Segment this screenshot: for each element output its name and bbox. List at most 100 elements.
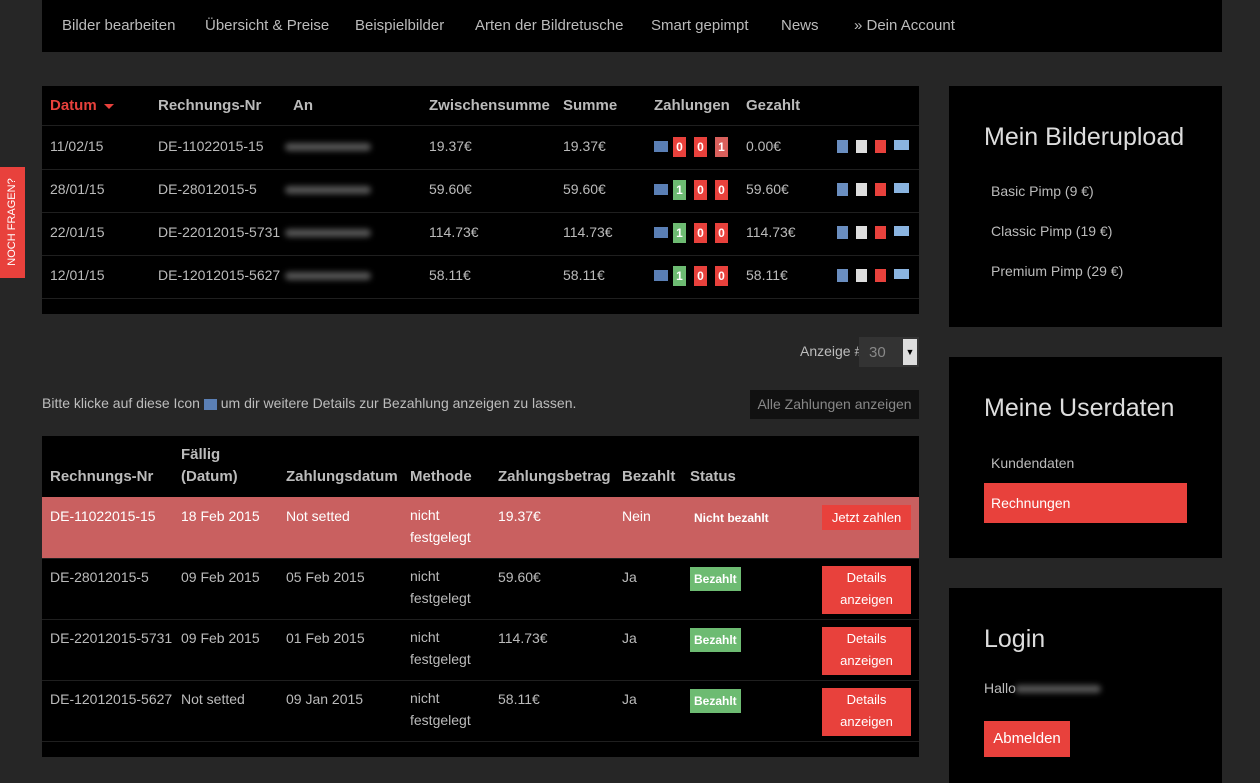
nav-link[interactable]: Bilder bearbeiten	[62, 17, 176, 34]
details-label[interactable]: Details anzeigen	[840, 631, 893, 668]
invoice-number: DE-22012015-5731	[50, 630, 173, 646]
sidebar-link[interactable]: Kundendaten	[991, 455, 1075, 471]
status: Nicht bezahlt	[694, 511, 769, 525]
column-header: Zahlungsbetrag	[498, 468, 611, 485]
document-icon[interactable]	[856, 269, 867, 282]
column-header[interactable]: Datum	[50, 97, 97, 114]
payment-count: 0	[694, 137, 707, 157]
payments-table: Rechnungs-Nr Fällig (Datum) Zahlungsdatum M…	[42, 436, 919, 757]
payment-count: 1	[673, 180, 686, 200]
side-tab[interactable]: NOCH FRAGEN?	[0, 167, 25, 278]
details-label[interactable]: Details anzeigen	[840, 692, 893, 729]
document-icon[interactable]	[856, 226, 867, 239]
nav-link[interactable]: Übersicht & Preise	[205, 17, 330, 34]
sidebar-link[interactable]: Rechnungen	[991, 495, 1071, 511]
select-arrow[interactable]: ▼	[903, 339, 917, 365]
column-header: Zahlungsdatum	[286, 468, 398, 485]
mail-icon[interactable]	[894, 140, 909, 150]
column-header: Rechnungs-Nr	[158, 97, 262, 114]
pdf-icon[interactable]	[875, 226, 886, 239]
paid: 59.60€	[746, 181, 789, 197]
view-icon[interactable]	[837, 183, 848, 196]
status: Bezahlt	[690, 628, 741, 652]
column-header: Zwischensumme	[429, 97, 550, 114]
redacted-recipient	[285, 186, 371, 194]
payment-count: 0	[673, 137, 686, 157]
total: 58.11€	[563, 267, 605, 283]
nav-link[interactable]: Beispielbilder	[355, 17, 445, 34]
status: Bezahlt	[690, 689, 741, 713]
column-header: Status	[690, 468, 736, 485]
paid: 114.73€	[746, 224, 796, 240]
logout-button[interactable]: Abmelden	[984, 721, 1070, 757]
invoice-number: DE-11022015-15	[50, 508, 156, 524]
hint-text: um dir weitere Details zur Bezahlung anz…	[220, 395, 577, 411]
column-header: Rechnungs-Nr	[50, 468, 154, 485]
sidebar-link[interactable]: Premium Pimp (29 €)	[991, 263, 1124, 279]
method: nicht festgelegt	[410, 507, 471, 545]
row-divider	[42, 255, 919, 256]
redacted-recipient	[285, 229, 371, 237]
login-panel: Login Hallo Abmelden	[949, 588, 1222, 783]
view-icon[interactable]	[837, 226, 848, 239]
view-icon[interactable]	[837, 140, 848, 153]
due-date: 09 Feb 2015	[181, 569, 260, 585]
redacted-recipient	[285, 143, 371, 151]
pay-label[interactable]: Jetzt zahlen	[831, 510, 902, 525]
payment-count: 0	[715, 266, 728, 286]
calendar-icon	[203, 398, 217, 410]
payment-count: 0	[694, 223, 707, 243]
details-button[interactable]: Details anzeigen	[822, 566, 911, 614]
payment-date: 01 Feb 2015	[286, 630, 365, 646]
column-header: Fällig (Datum)	[181, 446, 238, 485]
calendar-icon[interactable]	[654, 141, 668, 152]
pdf-icon[interactable]	[875, 183, 886, 196]
redacted-name	[1015, 685, 1101, 693]
payment-row: DE-12012015-5627 Not setted 09 Jan 2015 nic…	[42, 680, 919, 741]
invoice-table: Datum Rechnungs-Nr An Zwischensumme Summe Zah…	[42, 86, 919, 314]
column-header: Gezahlt	[746, 97, 801, 114]
calendar-icon[interactable]	[654, 270, 668, 281]
mail-icon[interactable]	[894, 269, 909, 279]
paid: Nein	[622, 508, 651, 524]
sidebar-link[interactable]: Basic Pimp (9 €)	[991, 183, 1094, 199]
pdf-icon[interactable]	[875, 269, 886, 282]
date: 11/02/15	[50, 138, 104, 154]
invoice-number: DE-22012015-5731	[158, 224, 281, 240]
all-payments-button[interactable]: Alle Zahlungen anzeigen	[750, 390, 919, 419]
column-header: An	[293, 97, 313, 114]
payment-count: 1	[673, 266, 686, 286]
sidebar-link[interactable]: Classic Pimp (19 €)	[991, 223, 1113, 239]
mail-icon[interactable]	[894, 183, 909, 193]
nav-link[interactable]: » Dein Account	[854, 17, 955, 34]
pay-button[interactable]: Jetzt zahlen	[822, 505, 911, 530]
side-tab-label[interactable]: NOCH FRAGEN?	[6, 178, 18, 266]
view-icon[interactable]	[837, 269, 848, 282]
paid: Ja	[622, 569, 637, 585]
pdf-icon[interactable]	[875, 140, 886, 153]
row-divider	[42, 298, 919, 299]
details-button[interactable]: Details anzeigen	[822, 688, 911, 736]
details-label[interactable]: Details anzeigen	[840, 570, 893, 607]
row-divider	[42, 212, 919, 213]
payment-count: 1	[715, 137, 728, 157]
mail-icon[interactable]	[894, 226, 909, 236]
calendar-icon[interactable]	[654, 184, 668, 195]
nav-bar: Bilder bearbeiten Übersicht & Preise Beisp…	[42, 0, 1222, 52]
subtotal: 19.37€	[429, 138, 472, 154]
row-divider	[42, 741, 919, 742]
details-button[interactable]: Details anzeigen	[822, 627, 911, 675]
date: 22/01/15	[50, 224, 105, 240]
invoice-number: DE-12012015-5627	[50, 691, 173, 707]
due-date: 09 Feb 2015	[181, 630, 260, 646]
document-icon[interactable]	[856, 140, 867, 153]
nav-link[interactable]: Smart gepimpt	[651, 17, 749, 34]
row-divider	[42, 169, 919, 170]
nav-link[interactable]: News	[781, 17, 819, 34]
document-icon[interactable]	[856, 183, 867, 196]
amount: 59.60€	[498, 569, 541, 585]
nav-link[interactable]: Arten der Bildretusche	[475, 17, 624, 34]
calendar-icon[interactable]	[654, 227, 668, 238]
display-select[interactable]: 30 ▼	[859, 337, 919, 367]
paid: 0.00€	[746, 138, 782, 154]
